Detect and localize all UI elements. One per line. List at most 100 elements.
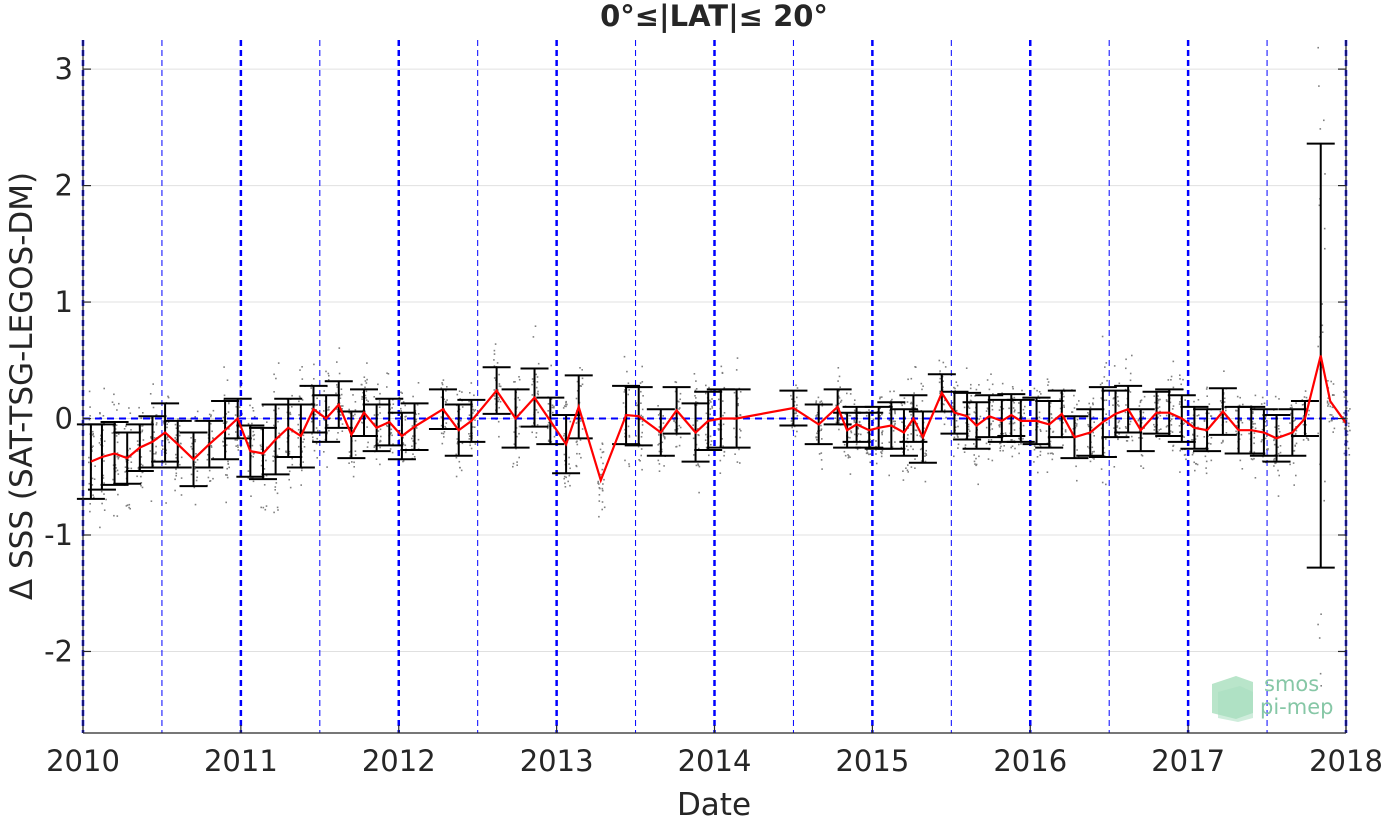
- scatter-point: [89, 406, 91, 408]
- scatter-point: [563, 475, 566, 478]
- scatter-point: [601, 468, 604, 471]
- scatter-point: [1117, 404, 1119, 406]
- scatter-point: [1179, 431, 1181, 433]
- scatter-point: [986, 407, 989, 409]
- scatter-point: [955, 409, 958, 412]
- scatter-point: [411, 425, 414, 427]
- scatter-point: [844, 454, 847, 457]
- scatter-point: [905, 445, 908, 447]
- scatter-point: [341, 430, 344, 432]
- scatter-point: [1307, 413, 1310, 416]
- scatter-point: [904, 425, 906, 427]
- scatter-point: [853, 421, 856, 423]
- scatter-point: [516, 464, 518, 466]
- scatter-point: [364, 386, 366, 389]
- scatter-point: [327, 379, 330, 381]
- scatter-point: [274, 489, 276, 491]
- scatter-point: [91, 477, 94, 480]
- scatter-point: [116, 441, 119, 444]
- scatter-point: [919, 448, 922, 451]
- scatter-point: [939, 390, 941, 393]
- scatter-point: [1333, 394, 1335, 396]
- scatter-point: [1008, 422, 1011, 425]
- scatter-point: [115, 467, 117, 469]
- scatter-point: [739, 391, 742, 393]
- scatter-point: [1157, 413, 1160, 415]
- scatter-point: [190, 417, 192, 420]
- scatter-point: [152, 406, 155, 409]
- scatter-point: [624, 435, 626, 438]
- scatter-point: [99, 444, 102, 446]
- scatter-point: [117, 473, 120, 475]
- scatter-point: [302, 441, 304, 443]
- scatter-point: [103, 460, 105, 462]
- scatter-point: [235, 445, 237, 447]
- scatter-point: [240, 445, 242, 448]
- scatter-point: [1346, 440, 1349, 443]
- scatter-point: [674, 421, 677, 424]
- scatter-point: [1239, 396, 1241, 399]
- scatter-point: [140, 463, 142, 466]
- scatter-point: [472, 408, 475, 411]
- scatter-point: [1331, 394, 1334, 396]
- scatter-point: [1033, 445, 1036, 447]
- scatter-point: [194, 439, 197, 441]
- scatter-point: [1274, 462, 1276, 465]
- scatter-point: [1046, 378, 1049, 380]
- scatter-point: [315, 442, 318, 445]
- scatter-point: [1278, 428, 1280, 430]
- scatter-point: [440, 432, 443, 435]
- scatter-point: [99, 526, 101, 529]
- scatter-point: [575, 397, 578, 400]
- scatter-point: [1183, 436, 1185, 438]
- scatter-point: [657, 405, 659, 407]
- scatter-point: [497, 396, 500, 399]
- scatter-point: [137, 467, 140, 469]
- scatter-point: [868, 409, 870, 411]
- scatter-point: [277, 509, 279, 511]
- scatter-point: [569, 420, 572, 423]
- scatter-point: [168, 441, 170, 444]
- scatter-point: [298, 414, 300, 416]
- scatter-point: [348, 411, 350, 414]
- scatter-point: [1167, 379, 1170, 381]
- scatter-point: [417, 382, 420, 384]
- scatter-point: [1039, 444, 1041, 446]
- scatter-point: [1076, 418, 1079, 421]
- scatter-point: [991, 383, 994, 386]
- scatter-point: [999, 447, 1001, 449]
- scatter-point: [367, 400, 369, 403]
- scatter-point: [210, 446, 213, 448]
- scatter-point: [1046, 471, 1049, 473]
- scatter-point: [289, 486, 292, 489]
- scatter-point: [1251, 421, 1254, 423]
- scatter-point: [579, 385, 582, 387]
- scatter-point: [601, 508, 603, 511]
- scatter-point: [404, 444, 407, 447]
- scatter-point: [136, 440, 139, 442]
- scatter-point: [1318, 204, 1321, 207]
- scatter-point: [711, 405, 713, 408]
- scatter-point: [237, 444, 239, 447]
- scatter-point: [251, 422, 253, 425]
- scatter-point: [191, 442, 193, 445]
- scatter-point: [1183, 422, 1185, 425]
- scatter-point: [302, 461, 304, 463]
- scatter-point: [881, 430, 884, 432]
- scatter-point: [854, 399, 856, 401]
- scatter-point: [1010, 446, 1012, 449]
- x-tick-label: 2013: [520, 744, 594, 778]
- scatter-point: [694, 395, 696, 397]
- scatter-point: [870, 441, 872, 443]
- scatter-point: [1013, 410, 1016, 413]
- scatter-point: [1265, 425, 1267, 427]
- scatter-point: [1235, 430, 1237, 433]
- scatter-point: [1005, 434, 1007, 436]
- scatter-point: [850, 430, 852, 432]
- scatter-point: [116, 469, 119, 472]
- scatter-point: [166, 436, 169, 438]
- scatter-point: [336, 384, 338, 386]
- scatter-point: [531, 394, 534, 396]
- scatter-point: [206, 458, 209, 461]
- scatter-point: [1210, 443, 1212, 445]
